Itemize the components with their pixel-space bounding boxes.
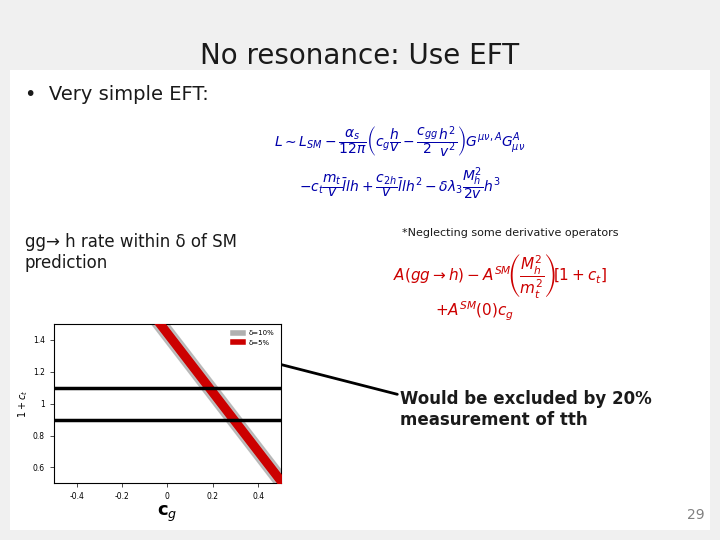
X-axis label: $\mathbf{c}_g$: $\mathbf{c}_g$ [157, 504, 178, 524]
Text: 29: 29 [688, 508, 705, 522]
Text: •  Very simple EFT:: • Very simple EFT: [25, 85, 209, 104]
Text: $A(gg \to h) - A^{SM}\!\left(\dfrac{M_h^2}{m_t^2}\right)\!\left[1 + c_t\right]$: $A(gg \to h) - A^{SM}\!\left(\dfrac{M_h^… [393, 252, 607, 300]
Text: $+ A^{SM}(0)c_g$: $+ A^{SM}(0)c_g$ [436, 300, 515, 323]
Text: No resonance: Use EFT: No resonance: Use EFT [200, 42, 520, 70]
Text: Would be excluded by 20%
measurement of tth: Would be excluded by 20% measurement of … [400, 390, 652, 429]
Text: $-c_t\dfrac{m_t}{v}\bar{l}lh + \dfrac{c_{2h}}{v}\bar{l}lh^2 - \delta\lambda_3\df: $-c_t\dfrac{m_t}{v}\bar{l}lh + \dfrac{c_… [300, 165, 500, 202]
Text: gg→ h rate within δ of SM
prediction: gg→ h rate within δ of SM prediction [25, 233, 237, 272]
Text: $\mathit{L} \sim \mathit{L}_{SM} - \dfrac{\alpha_s}{12\pi}\left(c_g\dfrac{h}{v} : $\mathit{L} \sim \mathit{L}_{SM} - \dfra… [274, 125, 526, 160]
Legend: δ=10%, δ=5%: δ=10%, δ=5% [230, 327, 277, 348]
Text: *Neglecting some derivative operators: *Neglecting some derivative operators [402, 228, 618, 238]
FancyBboxPatch shape [10, 70, 710, 530]
Y-axis label: $1+c_t$: $1+c_t$ [17, 389, 30, 418]
